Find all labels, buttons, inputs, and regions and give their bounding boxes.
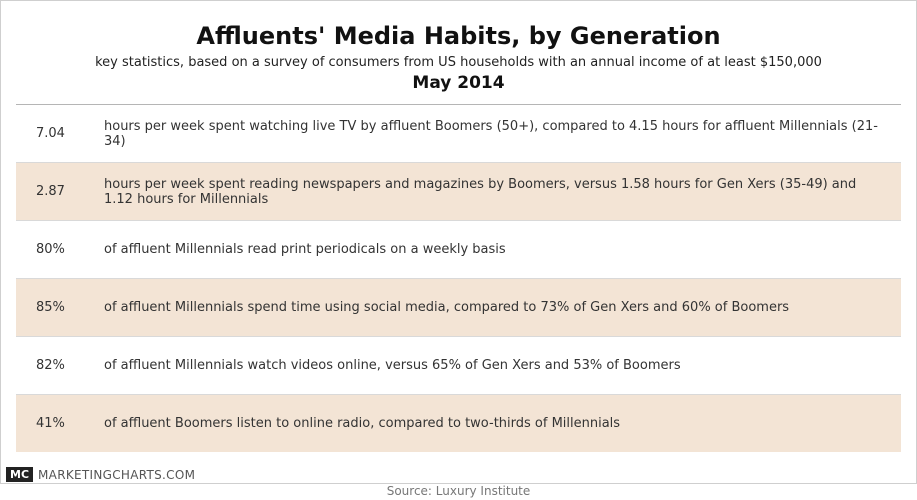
page-title: Affluents' Media Habits, by Generation bbox=[196, 22, 721, 50]
stat-description: of affluent Millennials watch videos onl… bbox=[104, 358, 681, 373]
stats-table: 7.04 hours per week spent watching live … bbox=[16, 105, 901, 452]
brand-name: MARKETINGCHARTS.COM bbox=[38, 467, 196, 482]
stat-value: 41% bbox=[36, 416, 65, 431]
stat-value: 2.87 bbox=[36, 184, 65, 199]
source-note: Source: Luxury Institute bbox=[386, 484, 531, 498]
brand-logo: MC MARKETINGCHARTS.COM bbox=[6, 467, 195, 482]
stat-description: of affluent Millennials read print perio… bbox=[104, 242, 506, 257]
stat-description: hours per week spent reading newspapers … bbox=[104, 176, 857, 207]
page-subtitle: key statistics, based on a survey of con… bbox=[95, 55, 822, 70]
header-divider bbox=[16, 104, 901, 105]
stat-value: 7.04 bbox=[36, 126, 65, 141]
table-row: 41% of affluent Boomers listen to online… bbox=[16, 395, 901, 452]
stat-value: 82% bbox=[36, 358, 65, 373]
table-row: 82% of affluent Millennials watch videos… bbox=[16, 337, 901, 395]
stat-description: hours per week spent watching live TV by… bbox=[104, 118, 878, 149]
brand-mark: MC bbox=[6, 467, 34, 482]
stat-description: of affluent Millennials spend time using… bbox=[104, 300, 790, 315]
table-row: 2.87 hours per week spent reading newspa… bbox=[16, 163, 901, 221]
table-row: 80% of affluent Millennials read print p… bbox=[16, 221, 901, 279]
table-row: 7.04 hours per week spent watching live … bbox=[16, 105, 901, 163]
page-date: May 2014 bbox=[412, 73, 505, 93]
stat-description: of affluent Boomers listen to online rad… bbox=[104, 416, 621, 431]
stat-value: 85% bbox=[36, 300, 65, 315]
table-row: 85% of affluent Millennials spend time u… bbox=[16, 279, 901, 337]
stat-value: 80% bbox=[36, 242, 65, 257]
